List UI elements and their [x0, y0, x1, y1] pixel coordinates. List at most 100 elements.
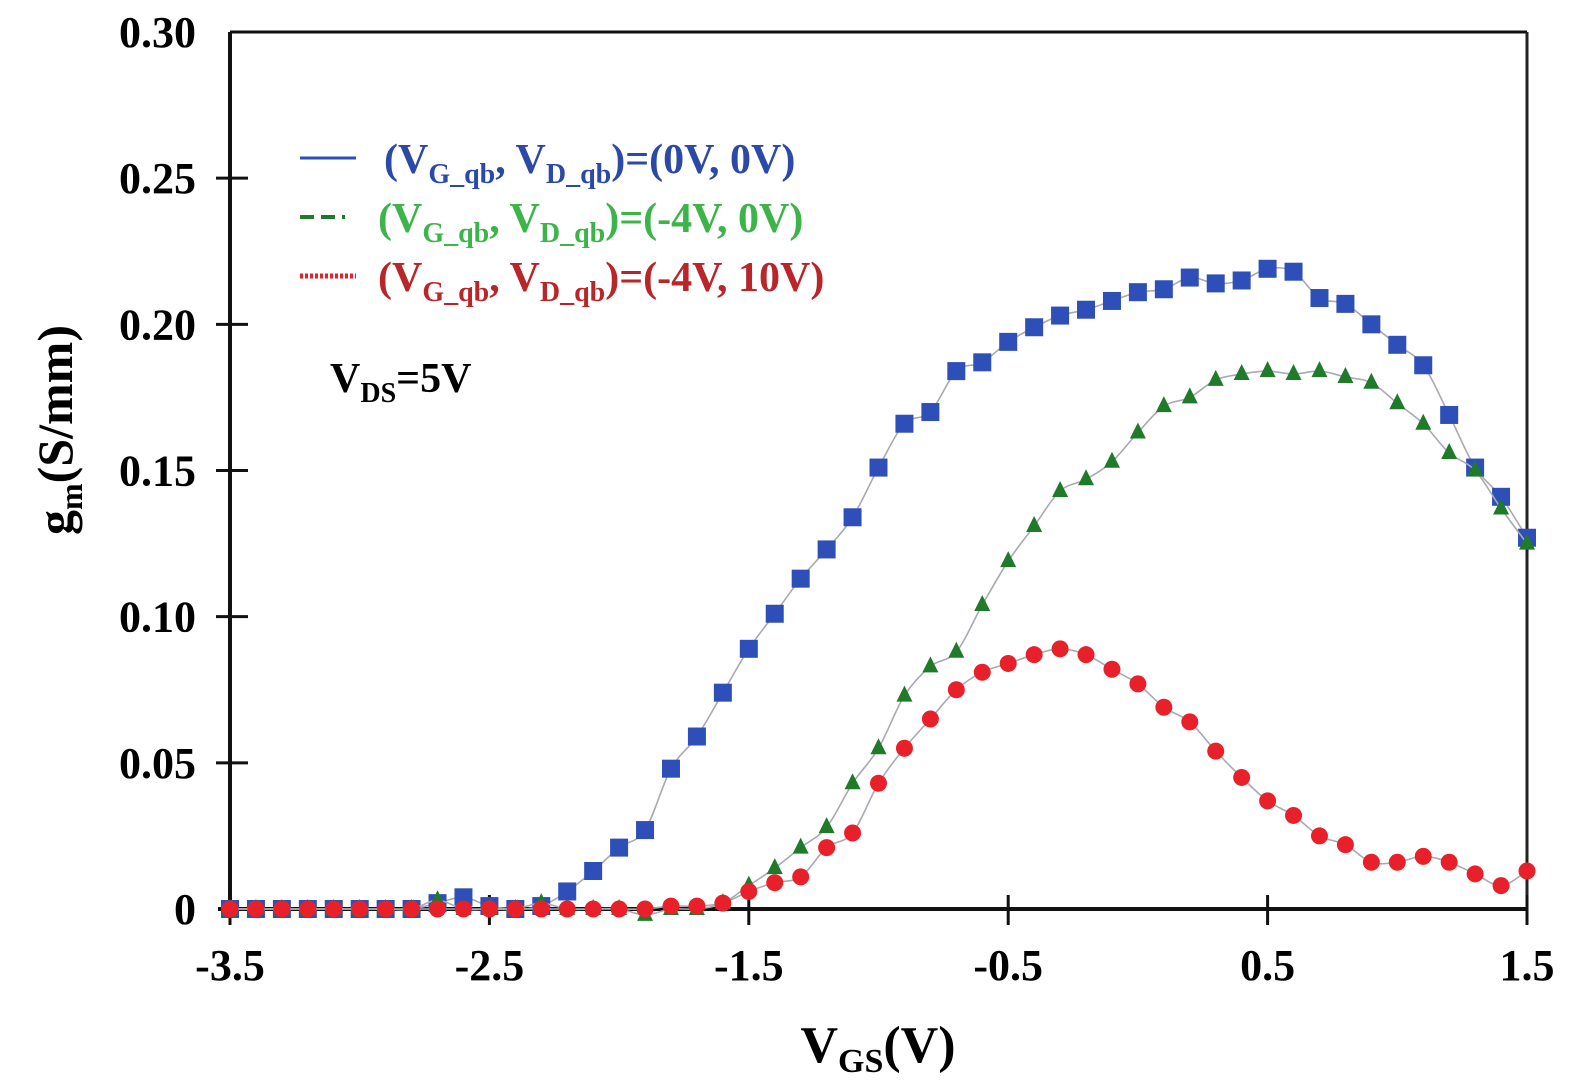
- data-point-circle: [1440, 853, 1458, 871]
- data-point-circle: [844, 824, 862, 842]
- legend-label-part: , V: [495, 137, 546, 183]
- data-point-circle: [1388, 853, 1406, 871]
- legend: (VG_qb, VD_qb)=(0V, 0V)(VG_qb, VD_qb)=(-…: [300, 137, 824, 308]
- legend-label-part: (V: [378, 255, 422, 301]
- data-point-circle: [610, 900, 628, 918]
- data-point-triangle: [1467, 460, 1484, 477]
- data-point-triangle: [1078, 469, 1095, 486]
- data-point-square: [843, 508, 862, 527]
- data-point-circle: [1518, 862, 1536, 880]
- data-point-circle: [532, 900, 550, 918]
- data-point-square: [1102, 291, 1121, 310]
- data-point-circle: [454, 900, 472, 918]
- vds-annotation-rest: =5V: [396, 356, 471, 402]
- data-point-triangle: [1363, 372, 1380, 389]
- series-line: [229, 370, 1528, 916]
- data-point-triangle: [870, 738, 887, 755]
- data-point-square: [1310, 289, 1329, 308]
- legend-label-part: )=(0V, 0V): [611, 137, 795, 183]
- data-point-square: [1025, 318, 1044, 337]
- data-point-circle: [299, 900, 317, 918]
- y-axis-title-rest: (S/mm): [27, 325, 83, 483]
- data-point-triangle: [1441, 442, 1458, 459]
- x-tick-label: -1.5: [714, 941, 784, 990]
- data-point-square: [739, 639, 758, 658]
- data-point-square: [765, 604, 784, 623]
- data-point-circle: [403, 900, 421, 918]
- data-point-circle: [325, 900, 343, 918]
- data-point-circle: [584, 900, 602, 918]
- legend-label: (VG_qb, VD_qb)=(0V, 0V): [384, 137, 795, 190]
- legend-label-part: D_qb: [540, 218, 605, 249]
- y-tick-label: 0.25: [119, 154, 196, 203]
- y-axis-title-sub: m: [53, 483, 89, 510]
- x-tick-label: -3.5: [195, 941, 265, 990]
- y-tick-label: 0.20: [119, 300, 196, 349]
- data-point-circle: [1233, 768, 1251, 786]
- legend-label-part: (V: [384, 137, 428, 183]
- data-point-square: [1232, 271, 1251, 290]
- data-point-square: [817, 540, 836, 559]
- data-point-square: [1440, 405, 1459, 424]
- data-point-circle: [973, 663, 991, 681]
- legend-label-part: (V: [378, 196, 422, 242]
- x-tick-label: -2.5: [455, 941, 525, 990]
- data-point-circle: [1077, 646, 1095, 664]
- vds-annotation-sub: DS: [360, 378, 396, 409]
- data-point-triangle: [922, 656, 939, 673]
- data-point-circle: [818, 839, 836, 857]
- data-point-square: [1051, 306, 1070, 325]
- data-point-square: [636, 821, 655, 840]
- legend-label-part: D_qb: [546, 159, 611, 190]
- data-point-circle: [1155, 698, 1173, 716]
- data-point-triangle: [1052, 480, 1069, 497]
- data-point-circle: [1051, 640, 1069, 658]
- data-point-square: [1154, 280, 1173, 299]
- data-point-triangle: [1233, 364, 1250, 381]
- data-point-circle: [999, 654, 1017, 672]
- data-point-circle: [351, 900, 369, 918]
- data-point-triangle: [844, 773, 861, 790]
- data-point-square: [1362, 315, 1381, 334]
- series-circle: [221, 640, 1536, 918]
- data-point-triangle: [1129, 422, 1146, 439]
- data-point-circle: [429, 900, 447, 918]
- data-point-triangle: [766, 858, 783, 875]
- x-axis-title-sub: GS: [838, 1043, 883, 1080]
- data-point-circle: [1336, 836, 1354, 854]
- data-point-triangle: [818, 817, 835, 834]
- legend-label: (VG_qb, VD_qb)=(-4V, 10V): [378, 255, 824, 308]
- data-point-circle: [1492, 877, 1510, 895]
- data-point-square: [558, 882, 577, 901]
- data-point-circle: [480, 900, 498, 918]
- data-point-square: [921, 403, 940, 422]
- y-axis-title: gm(S/mm): [27, 325, 89, 535]
- data-point-square: [687, 727, 706, 746]
- x-axis-title-main: V: [800, 1017, 838, 1074]
- data-point-triangle: [896, 685, 913, 702]
- data-point-triangle: [948, 641, 965, 658]
- data-point-circle: [870, 774, 887, 792]
- data-point-circle: [1103, 660, 1121, 678]
- data-point-square: [999, 332, 1018, 351]
- data-point-square: [1336, 294, 1355, 313]
- data-point-circle: [766, 874, 784, 892]
- vds-annotation-main: V: [330, 356, 360, 402]
- y-tick-label: 0.15: [119, 447, 196, 496]
- data-point-square: [661, 759, 680, 778]
- data-point-circle: [1414, 847, 1432, 865]
- data-point-circle: [273, 900, 291, 918]
- series-triangle: [222, 361, 1535, 921]
- y-tick-label: 0.30: [119, 8, 196, 57]
- y-tick-label: 0.05: [119, 739, 196, 788]
- data-point-square: [610, 838, 629, 857]
- data-point-triangle: [1155, 396, 1172, 413]
- data-point-triangle: [1000, 551, 1017, 568]
- y-tick-label: 0.10: [119, 593, 196, 642]
- data-point-square: [584, 861, 603, 880]
- data-point-triangle: [1285, 364, 1302, 381]
- legend-label-part: D_qb: [540, 277, 605, 308]
- legend-label-part: G_qb: [422, 218, 489, 249]
- data-point-circle: [688, 897, 706, 915]
